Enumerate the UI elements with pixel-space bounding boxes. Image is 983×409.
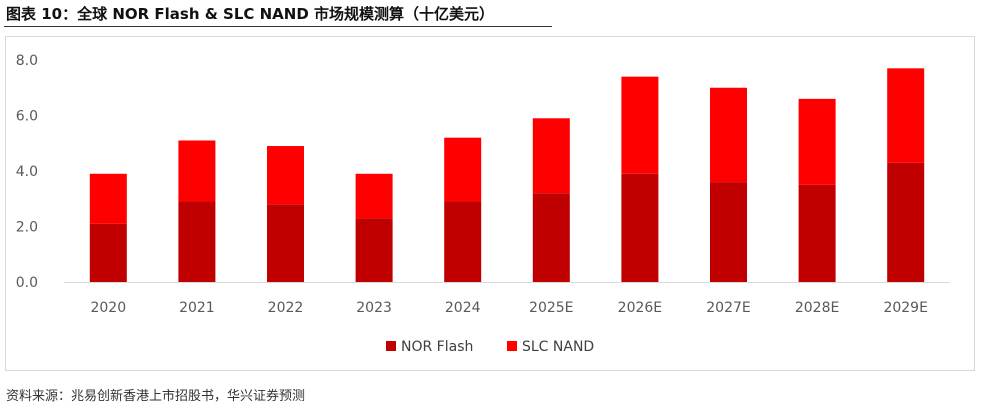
title-underline: [4, 26, 552, 27]
x-tick-label: 2029E: [883, 300, 927, 316]
bar-slc-nand: [710, 87, 747, 183]
bar-slc-nand: [178, 140, 216, 202]
bar-slc-nand: [798, 98, 836, 185]
x-tick-label: 2025E: [529, 300, 573, 316]
y-tick-label: 2.0: [16, 220, 38, 236]
legend-slc-nand-label: SLC NAND: [522, 339, 594, 355]
bar-slc-nand: [267, 146, 304, 205]
chart-title: 图表 10：全球 NOR Flash & SLC NAND 市场规模测算（十亿美…: [6, 5, 495, 23]
legend-nor-flash-label: NOR Flash: [401, 339, 473, 355]
x-tick-label: 2028E: [795, 300, 839, 316]
y-tick-label: 4.0: [16, 164, 38, 180]
bar-nor-flash: [798, 184, 836, 282]
bar-nor-flash: [532, 193, 570, 282]
x-tick-label: 2020: [90, 300, 126, 316]
bar-nor-flash: [710, 182, 747, 282]
source-note: 资料来源：兆易创新香港上市招股书，华兴证券预测: [6, 389, 306, 404]
bar-nor-flash: [444, 201, 482, 282]
bar-slc-nand: [532, 118, 570, 194]
legend-slc-nand-swatch: [507, 341, 517, 351]
x-tick-label: 2027E: [706, 300, 750, 316]
bar-slc-nand: [355, 173, 393, 219]
bar-nor-flash: [621, 173, 659, 282]
bar-nor-flash: [267, 204, 304, 282]
bar-nor-flash: [355, 218, 393, 282]
bar-slc-nand: [621, 76, 659, 174]
y-tick-label: 6.0: [16, 109, 38, 125]
legend-nor-flash-swatch: [386, 341, 396, 351]
stacked-bar-chart: 0.0 2.0 4.0 6.0 8.0 2020 2021 2022 2023 2024 2025E…: [16, 53, 950, 355]
y-tick-label: 8.0: [16, 53, 38, 69]
bar-nor-flash: [887, 162, 925, 282]
x-tick-label: 2023: [356, 300, 392, 316]
bar-slc-nand: [444, 137, 482, 202]
x-tick-label: 2021: [179, 300, 215, 316]
x-tick-label: 2026E: [618, 300, 662, 316]
x-tick-label: 2022: [268, 300, 304, 316]
chart-frame: [5, 36, 975, 371]
y-tick-label: 0.0: [16, 275, 38, 291]
bar-nor-flash: [178, 201, 216, 282]
x-tick-label: 2024: [445, 300, 481, 316]
bar-slc-nand: [89, 173, 127, 224]
bar-slc-nand: [887, 68, 925, 163]
bar-nor-flash: [89, 223, 127, 282]
